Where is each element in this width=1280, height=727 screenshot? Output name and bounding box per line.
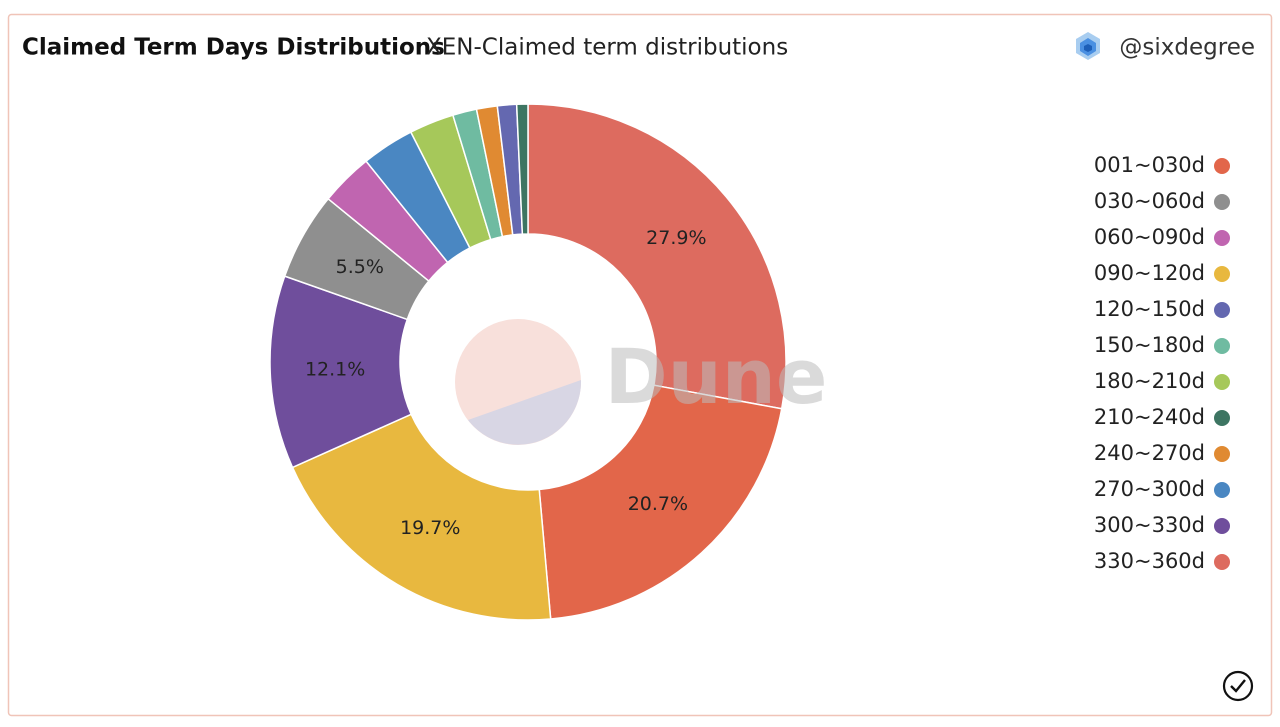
legend-label: 030~060d [1094, 189, 1205, 213]
legend-swatch [1214, 302, 1230, 318]
watermark: Dune [605, 332, 828, 421]
chart-subtitle: XEN-Claimed term distributions [426, 35, 788, 61]
legend-label: 060~090d [1094, 225, 1205, 249]
legend-label: 120~150d [1094, 297, 1205, 321]
legend-label: 090~120d [1094, 261, 1205, 285]
legend-swatch [1214, 482, 1230, 498]
donut: 27.9% 20.7% 19.7% 12.1% 5.5% [269, 103, 787, 621]
legend-swatch [1214, 194, 1230, 210]
legend-swatch [1214, 518, 1230, 534]
slice-label: 27.9% [646, 227, 706, 249]
legend-label: 001~030d [1094, 153, 1205, 177]
legend-swatch [1214, 446, 1230, 462]
legend-label: 300~330d [1094, 513, 1205, 537]
card [7, 13, 1273, 717]
legend-label: 210~240d [1094, 405, 1205, 429]
slice [527, 103, 787, 410]
legend: 001~030d 030~060d 060~090d 090~120d 120~150d… [1094, 153, 1230, 573]
slice [291, 413, 552, 621]
legend-swatch [1214, 266, 1230, 282]
slice-label: 20.7% [628, 493, 688, 515]
author[interactable]: @sixdegree [1119, 35, 1255, 61]
chart-title: Claimed Term Days Distributions [22, 35, 445, 61]
slice-label: 12.1% [305, 358, 365, 380]
legend-swatch [1214, 338, 1230, 354]
slice [538, 384, 783, 620]
legend-label: 180~210d [1094, 369, 1205, 393]
slice [515, 103, 529, 235]
legend-swatch [1214, 230, 1230, 246]
legend-label: 270~300d [1094, 477, 1205, 501]
center-logo [455, 319, 582, 445]
check-icon[interactable] [1222, 670, 1254, 702]
legend-swatch [1214, 374, 1230, 390]
slice-label: 19.7% [400, 517, 460, 539]
legend-label: 240~270d [1094, 441, 1205, 465]
legend-swatch [1214, 158, 1230, 174]
slice-label: 5.5% [336, 256, 384, 278]
author-icon [1076, 32, 1100, 60]
legend-label: 150~180d [1094, 333, 1205, 357]
legend-label: 330~360d [1094, 549, 1205, 573]
legend-swatch [1214, 410, 1230, 426]
legend-swatch [1214, 554, 1230, 570]
